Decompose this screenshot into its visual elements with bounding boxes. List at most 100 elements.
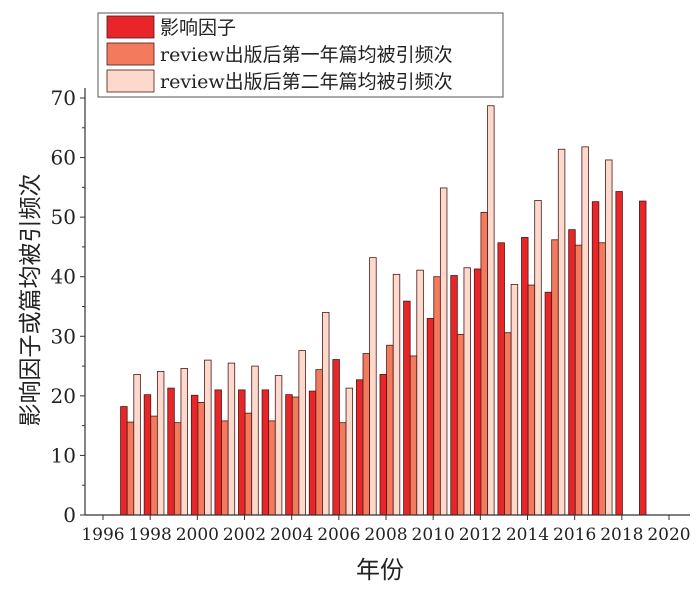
y-tick-label: 70	[51, 86, 76, 110]
bar-impact-factor-2002	[238, 389, 246, 516]
bar-second-year-citations-2004	[298, 350, 306, 516]
bar-impact-factor-2018	[615, 191, 623, 516]
x-tick-label: 1998	[129, 525, 172, 545]
bar-first-year-citations-2015	[551, 239, 559, 516]
bar-impact-factor-2012	[473, 268, 482, 516]
bar-second-year-citations-2013	[510, 284, 519, 516]
legend: 影响因子 review出版后第一年篇均被引频次 review出版后第二年篇均被引频次	[97, 12, 504, 98]
bar-first-year-citations-2006	[339, 422, 347, 516]
bar-second-year-citations-2010	[439, 187, 448, 516]
bar-impact-factor-2015	[544, 291, 553, 516]
bar-second-year-citations-2001	[227, 362, 236, 516]
bar-first-year-citations-1997	[126, 421, 135, 516]
bar-second-year-citations-1997	[133, 374, 141, 516]
bar-first-year-citations-2000	[197, 402, 205, 516]
y-tick-label: 20	[51, 384, 76, 408]
y-tick-label: 40	[51, 265, 76, 289]
bar-first-year-citations-2009	[409, 355, 418, 516]
x-tick-label: 2010	[412, 525, 455, 545]
x-axis-label: 年份	[356, 556, 404, 584]
bar-impact-factor-2011	[450, 275, 458, 516]
bar-second-year-citations-2009	[416, 269, 424, 516]
bar-impact-factor-2007	[356, 379, 364, 516]
bar-first-year-citations-2005	[315, 369, 323, 516]
x-tick-label: 2014	[506, 525, 549, 545]
bar-first-year-citations-1999	[173, 422, 182, 516]
legend-swatch	[106, 15, 155, 39]
bar-first-year-citations-2008	[386, 344, 394, 516]
y-axis-label: 影响因子或篇均被引频次	[18, 174, 44, 427]
bar-impact-factor-2008	[379, 374, 387, 516]
bar-first-year-citations-2007	[362, 353, 371, 516]
bar-first-year-citations-2001	[221, 420, 229, 516]
legend-swatch	[106, 69, 155, 93]
x-tick-label: 2004	[270, 525, 313, 545]
bar-impact-factor-2003	[261, 389, 270, 516]
x-tick-label: 2020	[647, 525, 690, 545]
legend-label: review出版后第一年篇均被引频次	[160, 44, 453, 66]
bar-first-year-citations-2011	[456, 334, 465, 516]
bars-layer	[120, 105, 647, 516]
bar-impact-factor-2017	[591, 201, 600, 516]
bar-second-year-citations-2003	[274, 375, 283, 516]
y-tick-label: 60	[51, 146, 76, 170]
bar-second-year-citations-2002	[251, 365, 259, 516]
bar-impact-factor-2004	[285, 394, 293, 516]
legend-box	[97, 12, 504, 98]
bar-impact-factor-2009	[403, 300, 411, 516]
legend-label: 影响因子	[160, 17, 236, 39]
bar-second-year-citations-2017	[605, 159, 613, 516]
bar-first-year-citations-2012	[480, 211, 488, 516]
x-tick-label: 2016	[553, 525, 596, 545]
legend-swatch	[106, 42, 155, 66]
bar-impact-factor-2001	[214, 389, 222, 516]
bar-impact-factor-2000	[190, 394, 199, 516]
bar-second-year-citations-2012	[487, 105, 495, 516]
bar-first-year-citations-1998	[150, 415, 158, 516]
bar-second-year-citations-2008	[392, 273, 401, 516]
x-tick-label: 1996	[81, 525, 124, 545]
bar-second-year-citations-1998	[156, 371, 165, 516]
bar-first-year-citations-2016	[574, 244, 583, 516]
bar-impact-factor-1999	[167, 387, 175, 516]
bar-second-year-citations-1999	[180, 368, 188, 516]
bar-first-year-citations-2004	[291, 396, 300, 516]
bar-second-year-citations-2015	[557, 148, 566, 516]
bar-first-year-citations-2013	[504, 332, 512, 516]
bar-second-year-citations-2014	[534, 200, 542, 516]
bar-impact-factor-1998	[143, 394, 152, 516]
bar-first-year-citations-2014	[527, 284, 536, 516]
bar-impact-factor-2006	[332, 359, 340, 516]
y-tick-label: 10	[51, 443, 76, 467]
x-tick-label: 2006	[317, 525, 360, 545]
bar-second-year-citations-2007	[369, 257, 377, 516]
x-tick-label: 2012	[459, 525, 502, 545]
bar-second-year-citations-2005	[322, 312, 330, 516]
bar-impact-factor-2019	[639, 200, 647, 516]
bar-first-year-citations-2002	[244, 412, 253, 516]
bar-impact-factor-2014	[521, 236, 529, 516]
bar-second-year-citations-2000	[204, 359, 212, 516]
bar-impact-factor-2010	[426, 318, 435, 516]
y-tick-label: 0	[63, 503, 76, 527]
x-tick-label: 2002	[223, 525, 266, 545]
bar-first-year-citations-2003	[268, 420, 276, 516]
y-tick-label: 50	[51, 205, 76, 229]
x-tick-label: 2000	[176, 525, 219, 545]
bar-impact-factor-1997	[120, 406, 128, 516]
bar-first-year-citations-2017	[598, 242, 606, 516]
bar-impact-factor-2005	[308, 390, 317, 516]
bar-impact-factor-2016	[568, 229, 576, 516]
bar-second-year-citations-2011	[463, 267, 471, 516]
x-tick-label: 2008	[364, 525, 407, 545]
x-tick-label: 2018	[600, 525, 643, 545]
bar-first-year-citations-2010	[433, 276, 441, 516]
y-tick-label: 30	[51, 324, 76, 348]
bar-second-year-citations-2006	[345, 387, 354, 516]
bar-impact-factor-2013	[497, 242, 505, 516]
bar-second-year-citations-2016	[581, 146, 589, 516]
legend-label: review出版后第二年篇均被引频次	[160, 71, 453, 93]
